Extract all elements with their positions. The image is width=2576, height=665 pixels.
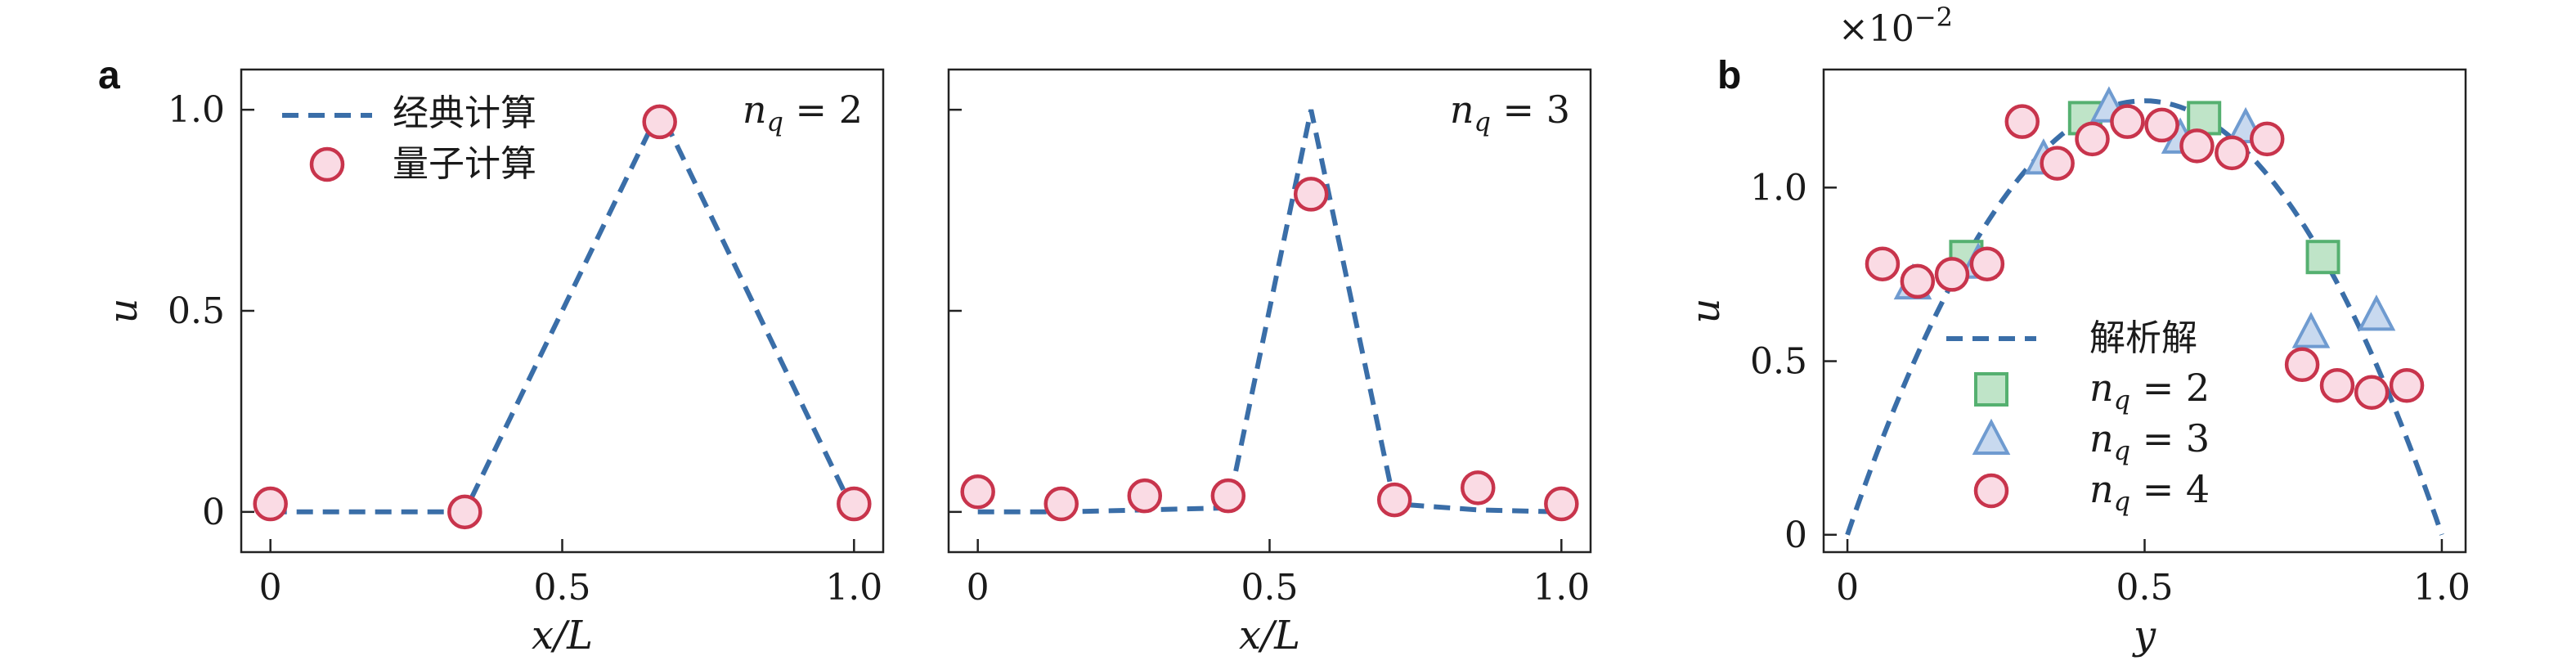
legend-label-nq3-var: n bbox=[2089, 416, 2114, 461]
circle-marker-5 bbox=[1376, 482, 1412, 518]
circle-marker-8 bbox=[2144, 107, 2179, 143]
triangle-marker-7 bbox=[2357, 294, 2396, 331]
y-tick-label: 0 bbox=[202, 492, 225, 533]
legend-circle-swatch-0 bbox=[1973, 473, 2009, 509]
y-tick-label: 1.0 bbox=[1750, 167, 1807, 209]
panel-annotation-eq: = 2 bbox=[783, 88, 863, 132]
circle-marker-10 bbox=[2215, 135, 2250, 171]
circle-marker-7 bbox=[1544, 486, 1579, 522]
circle-marker-11 bbox=[2249, 121, 2285, 157]
square-marker-2 bbox=[2187, 101, 2222, 136]
x-tick-label: 0.5 bbox=[2116, 567, 2174, 609]
circle-marker-13 bbox=[2319, 368, 2355, 403]
square-marker-3 bbox=[2305, 240, 2340, 275]
panel-annotation: nq = 3 bbox=[1450, 88, 1570, 137]
y-tick-label: 0.5 bbox=[1750, 341, 1807, 383]
circle-marker-12 bbox=[2284, 347, 2320, 383]
x-tick-label: 1.0 bbox=[2413, 567, 2471, 609]
panel-annotation-sub: q bbox=[1474, 106, 1490, 137]
panel-annotation: nq = 2 bbox=[743, 88, 863, 137]
circle-marker-6 bbox=[2075, 121, 2110, 157]
series-circle-markers bbox=[1865, 104, 2425, 410]
circle-marker-9 bbox=[2179, 128, 2215, 164]
circle-marker-7 bbox=[2110, 104, 2145, 139]
y-axis-label: u bbox=[1683, 299, 1729, 324]
scale-factor-exponent: −2 bbox=[1914, 2, 1953, 33]
series-circle-markers bbox=[960, 177, 1579, 522]
panel-label: b bbox=[1717, 54, 1741, 97]
legend-label-nq2-var: n bbox=[2089, 366, 2114, 410]
circle-marker-3 bbox=[1210, 478, 1246, 514]
chart-panel-2: 0 0.5 1.0 x/L nq = 3 bbox=[947, 68, 1592, 658]
plot-frame bbox=[240, 68, 885, 554]
series-classical-line bbox=[270, 104, 857, 514]
legend-label-nq4-var: n bbox=[2089, 467, 2114, 511]
x-tick-label: 0.5 bbox=[1241, 567, 1299, 609]
y-tick-label: 1.0 bbox=[168, 89, 225, 131]
circle-marker-1 bbox=[1043, 486, 1079, 522]
x-tick-label: 1.0 bbox=[1533, 567, 1590, 609]
circle-marker-2 bbox=[642, 104, 677, 140]
circle-marker-3 bbox=[837, 486, 872, 522]
legend-square-swatch-0 bbox=[1974, 372, 2008, 407]
legend-circle-swatch bbox=[309, 146, 345, 182]
circle-marker-4 bbox=[1293, 177, 1329, 212]
panel-label: a bbox=[98, 54, 120, 97]
x-tick-label: 0.5 bbox=[534, 567, 591, 609]
circle-marker-2 bbox=[1127, 478, 1163, 514]
x-tick-label: 1.0 bbox=[825, 567, 882, 609]
x-tick-label: 0 bbox=[967, 567, 990, 609]
y-axis-label: u bbox=[101, 299, 146, 324]
legend-label-nq3-eq: = 3 bbox=[2130, 416, 2210, 461]
legend-label-nq4: nq = 4 bbox=[2089, 467, 2210, 517]
circle-marker-5 bbox=[2040, 146, 2075, 181]
x-tick-label: 0 bbox=[259, 567, 282, 609]
triangle-marker-6 bbox=[2291, 312, 2331, 348]
legend-label-nq4-eq: = 4 bbox=[2130, 467, 2210, 511]
circle-marker-4 bbox=[2004, 104, 2040, 139]
circle-marker-6 bbox=[1461, 470, 1496, 505]
panel-annotation-var: n bbox=[1450, 88, 1474, 132]
circle-marker-0 bbox=[1865, 246, 1901, 281]
panel-annotation-var: n bbox=[743, 88, 767, 132]
legend-label-classical: 经典计算 bbox=[393, 92, 536, 134]
legend-label-nq3-sub: q bbox=[2114, 435, 2130, 466]
legend-label-nq2-sub: q bbox=[2114, 384, 2130, 416]
circle-marker-15 bbox=[2389, 368, 2425, 403]
panel-annotation-sub: q bbox=[766, 106, 783, 137]
legend-label-nq3: nq = 3 bbox=[2089, 416, 2210, 466]
series-analytic-line bbox=[1845, 98, 2444, 536]
circle-marker-1 bbox=[447, 494, 482, 530]
circle-marker-3 bbox=[1969, 246, 2005, 281]
series-triangle-markers bbox=[1893, 86, 2396, 348]
scale-factor: ×10−2 bbox=[1838, 2, 1953, 50]
legend-label-analytic: 解析解 bbox=[2089, 317, 2197, 359]
y-tick-label: 0.5 bbox=[168, 290, 225, 332]
legend-label-nq2-eq: = 2 bbox=[2130, 366, 2210, 410]
x-tick-label: 0 bbox=[1836, 567, 1859, 609]
legend-label-nq2: nq = 2 bbox=[2089, 366, 2210, 416]
panel-annotation-eq: = 3 bbox=[1491, 88, 1570, 132]
scale-factor-base: ×10 bbox=[1838, 8, 1914, 50]
circle-marker-0 bbox=[253, 486, 288, 522]
legend-label-nq4-sub: q bbox=[2114, 486, 2130, 517]
circle-marker-0 bbox=[960, 474, 995, 510]
series-classical-line bbox=[977, 109, 1562, 514]
x-axis-label: x/L bbox=[532, 613, 593, 658]
circle-marker-1 bbox=[1900, 263, 1936, 299]
x-axis-label: x/L bbox=[1239, 613, 1300, 658]
y-tick-label: 0 bbox=[1784, 514, 1807, 556]
circle-marker-2 bbox=[1934, 257, 1970, 292]
circle-marker-14 bbox=[2354, 375, 2390, 410]
legend-triangle-swatch-0 bbox=[1972, 418, 2011, 455]
legend-label-quantum: 量子计算 bbox=[393, 143, 536, 185]
x-axis-label: y bbox=[2132, 613, 2156, 658]
series-circle-markers bbox=[253, 104, 872, 530]
